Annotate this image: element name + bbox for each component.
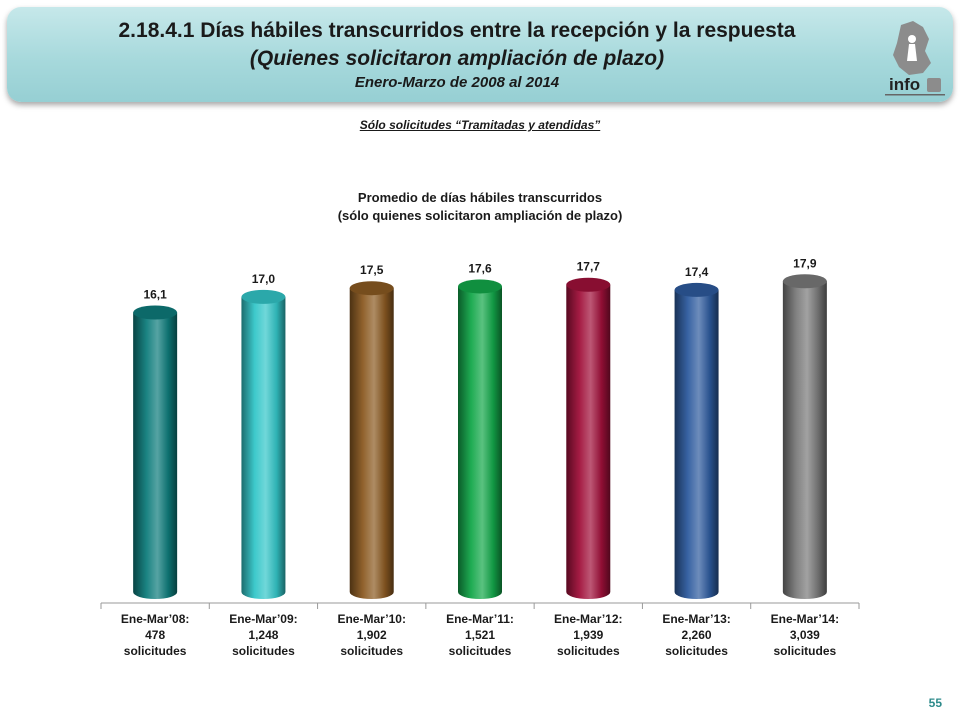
bar-value-label: 17,0: [252, 272, 276, 286]
header-banner: 2.18.4.1 Días hábiles transcurridos entr…: [7, 7, 953, 102]
bar-value-label: 17,6: [468, 261, 492, 275]
page-number: 55: [928, 696, 942, 710]
category-label: solicitudes: [557, 644, 620, 658]
bar-cap: [566, 277, 611, 292]
category-label: solicitudes: [124, 644, 187, 658]
category-label: 1,521: [465, 628, 495, 642]
category-label: Ene-Mar’13:: [662, 612, 730, 626]
bar-6: [674, 282, 719, 600]
bar-cap: [782, 274, 827, 289]
chart-title-line2: (sólo quienes solicitaron ampliación de …: [337, 208, 623, 223]
chart-title-line1: Promedio de días hábiles transcurridos: [357, 190, 603, 205]
category-label: solicitudes: [340, 644, 403, 658]
category-label: 2,260: [682, 628, 712, 642]
bar-value-label: 17,9: [793, 256, 817, 270]
category-label: 3,039: [790, 628, 820, 642]
bar-7: [782, 274, 827, 600]
category-label: Ene-Mar’10:: [337, 612, 405, 626]
category-label: solicitudes: [232, 644, 295, 658]
category-label: Ene-Mar’08:: [121, 612, 189, 626]
bar-body: [133, 312, 178, 600]
bar-value-label: 16,1: [143, 288, 167, 302]
filter-note: Sólo solicitudes “Tramitadas y atendidas…: [359, 118, 601, 132]
category-label: Ene-Mar’09:: [229, 612, 297, 626]
bar-cap: [458, 279, 502, 294]
bar-body: [674, 289, 719, 600]
bar-body: [458, 286, 502, 599]
bar-body: [349, 288, 394, 600]
infodf-logo: info: [885, 21, 945, 96]
category-label: Ene-Mar’12:: [554, 612, 622, 626]
category-label: 1,248: [248, 628, 278, 642]
category-label: solicitudes: [774, 644, 837, 658]
bar-cap: [133, 305, 178, 320]
bar-value-label: 17,7: [577, 260, 601, 274]
category-label: 1,939: [573, 628, 603, 642]
bar-1: [133, 305, 178, 600]
page-subtitle: (Quienes solicitaron ampliación de plazo…: [249, 47, 665, 70]
bar-3: [349, 281, 394, 600]
category-label: Ene-Mar’14:: [771, 612, 839, 626]
bar-2: [241, 289, 286, 599]
logo-text: info: [889, 75, 920, 94]
category-label: 478: [145, 628, 165, 642]
bar-value-label: 17,4: [685, 265, 709, 279]
page-period: Enero-Marzo de 2008 al 2014: [354, 74, 560, 91]
chart-title: Promedio de días hábiles transcurridos (…: [0, 189, 960, 225]
bar-body: [566, 284, 611, 600]
bar-cap: [241, 289, 286, 304]
category-label: Ene-Mar’11:: [446, 612, 514, 626]
bar-cap: [674, 282, 719, 297]
category-label: solicitudes: [665, 644, 728, 658]
bar-4: [458, 279, 502, 599]
bar-body: [782, 281, 827, 600]
bar-cap: [349, 281, 394, 296]
category-label: 1,902: [357, 628, 387, 642]
bar-body: [241, 296, 286, 599]
page-title: 2.18.4.1 Días hábiles transcurridos entr…: [118, 19, 796, 42]
bar-value-label: 17,5: [360, 263, 384, 277]
bar-5: [566, 277, 611, 600]
category-label: solicitudes: [449, 644, 512, 658]
